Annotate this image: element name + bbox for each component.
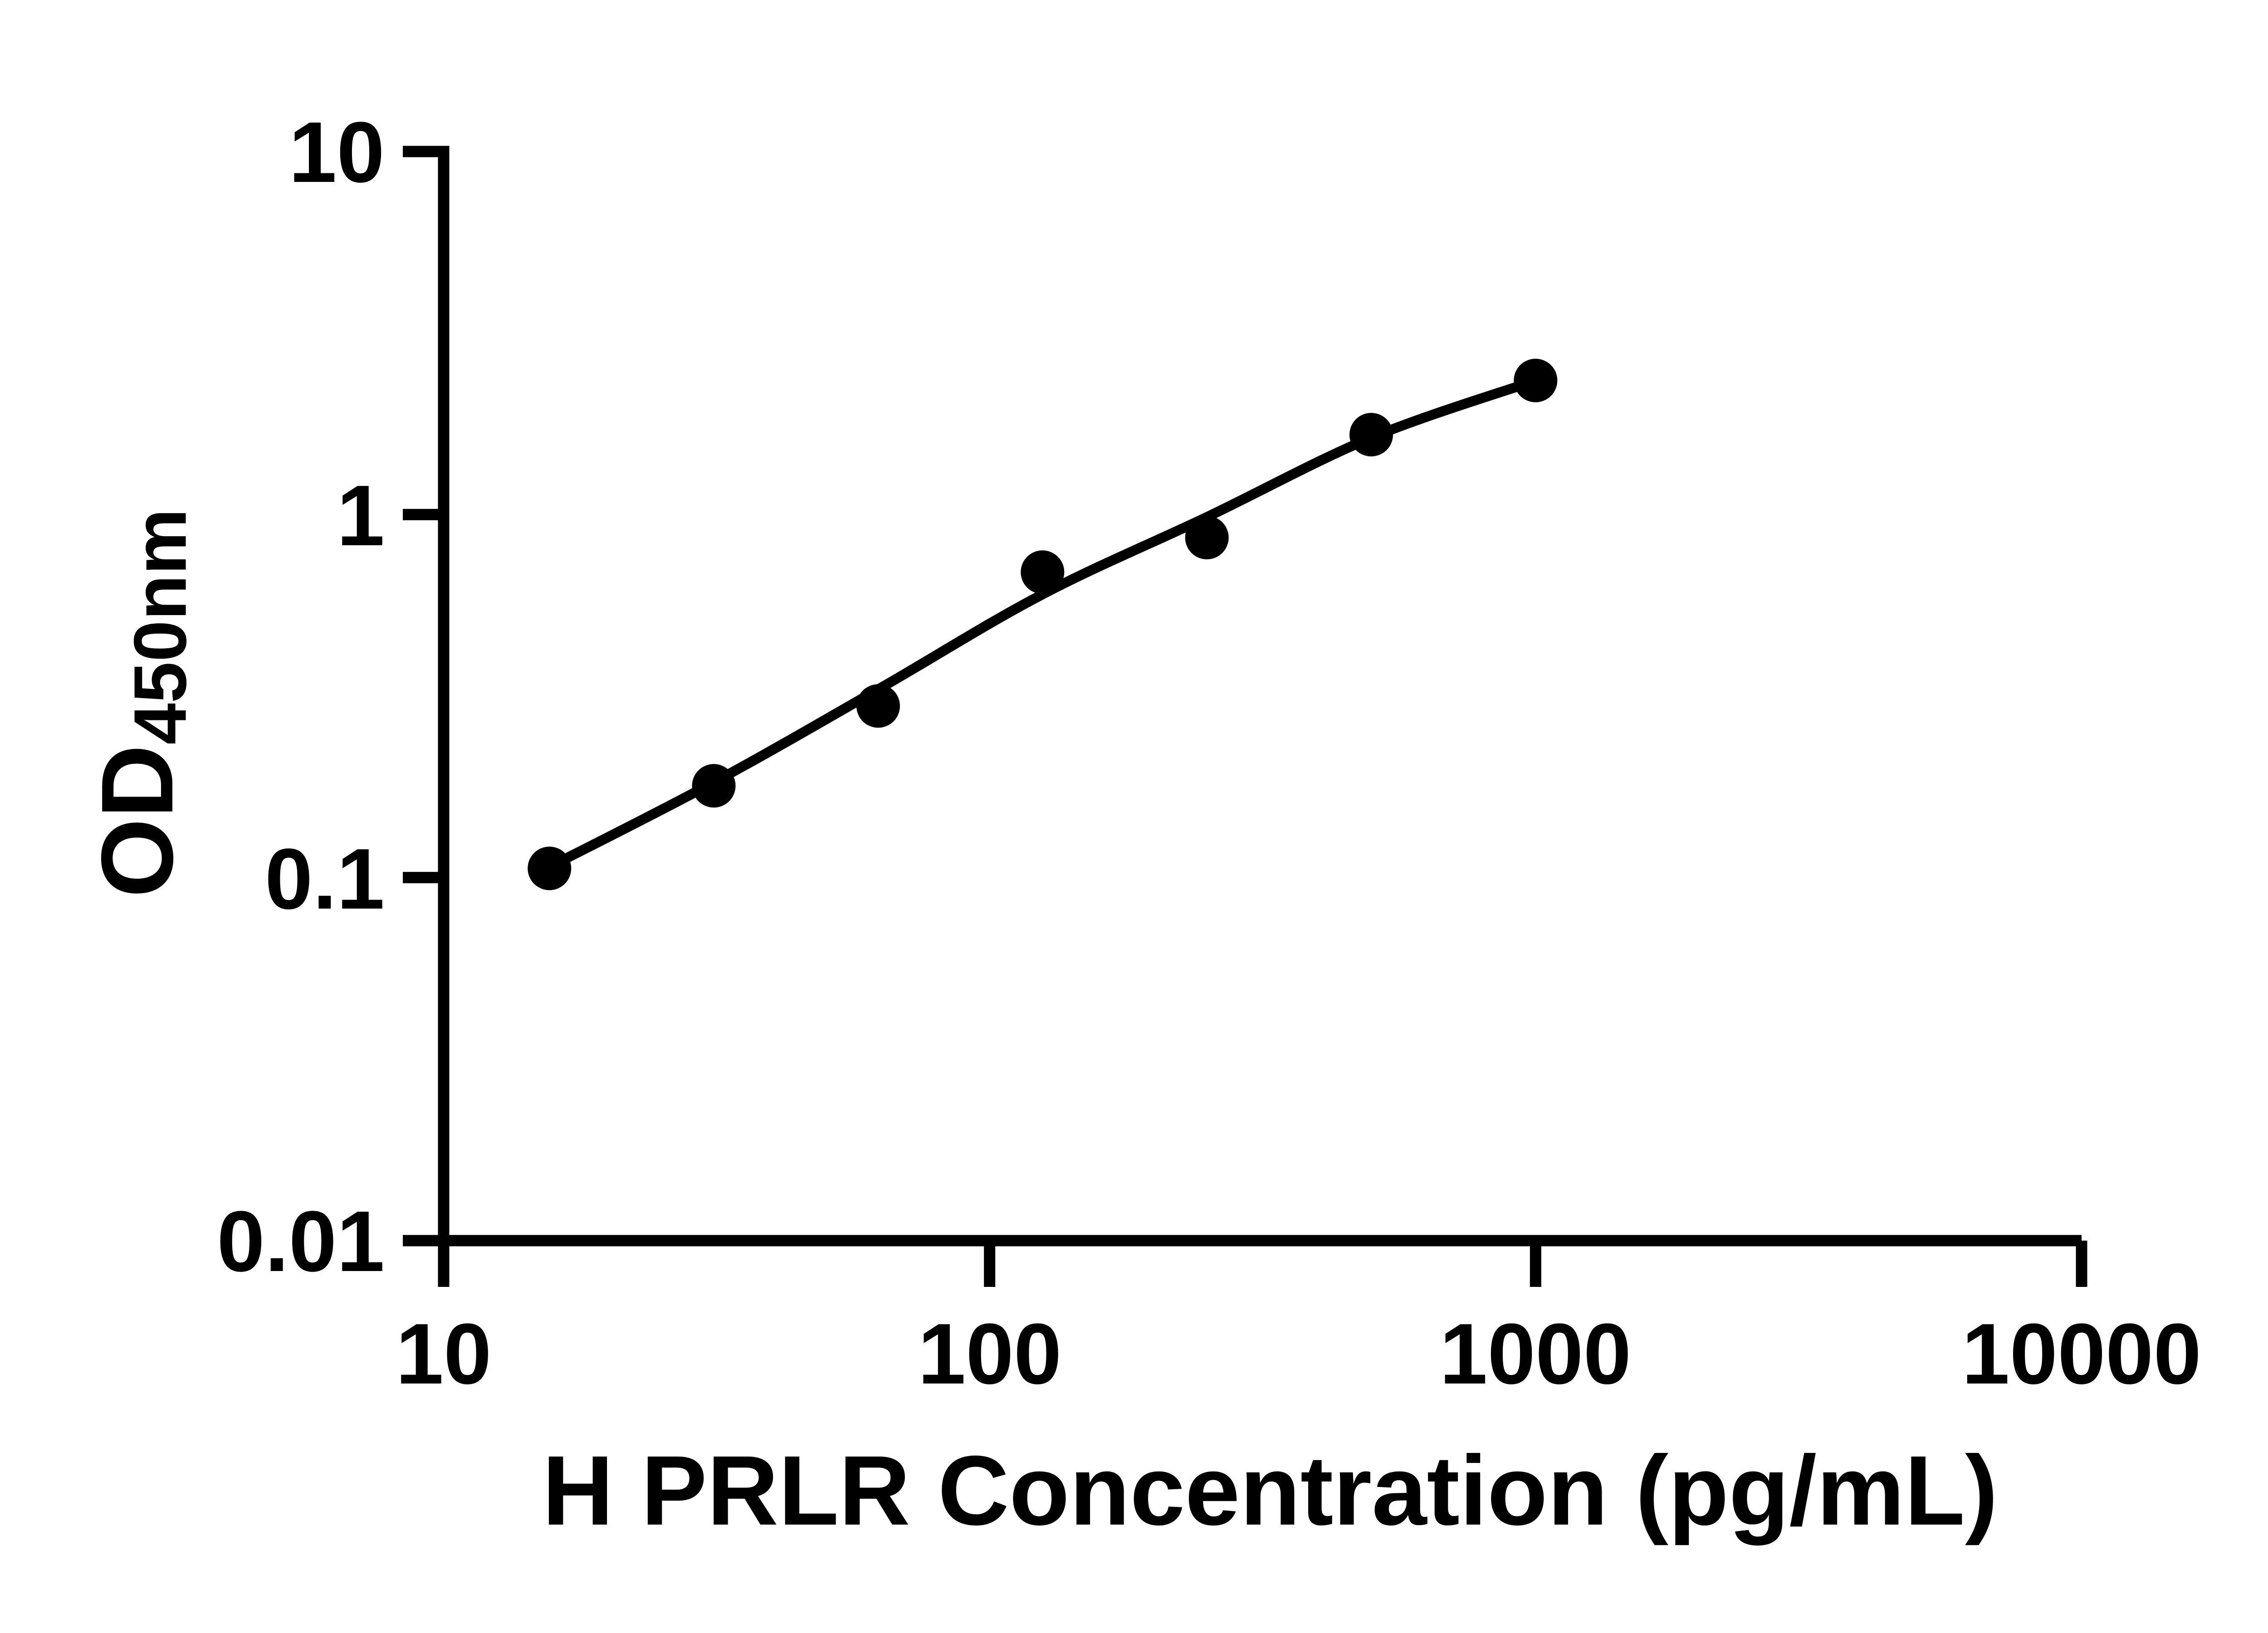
data-series-layer (528, 358, 1558, 890)
x-tick-label-100: 100 (918, 1306, 1062, 1402)
x-axis-title: H PRLR Concentration (pg/mL) (542, 1436, 1998, 1546)
y-tick-label-0-01: 0.01 (217, 1193, 385, 1290)
y-tick-label-0-1: 0.1 (264, 831, 385, 927)
data-point-x-125 (1021, 550, 1065, 594)
y-axis-title-subscript: 450nm (118, 508, 202, 745)
y-axis-title: OD450nm (80, 408, 202, 998)
y-tick-label-1: 1 (337, 468, 385, 564)
data-point-x-250 (1185, 516, 1229, 560)
x-tick-label-1000: 1000 (1439, 1306, 1632, 1402)
x-tick-label-10: 10 (396, 1306, 492, 1402)
data-point-x-62.5 (856, 684, 900, 728)
x-tick-label-10000: 10000 (1961, 1306, 2202, 1402)
y-tick-label-10: 10 (288, 104, 385, 200)
data-point-x-500 (1349, 413, 1393, 457)
data-point-x-1000 (1514, 358, 1558, 402)
data-point-x-15.625 (528, 846, 572, 890)
y-axis-title-base: OD (80, 744, 194, 898)
data-point-x-31.25 (692, 764, 736, 808)
axes-layer (403, 146, 2087, 1287)
